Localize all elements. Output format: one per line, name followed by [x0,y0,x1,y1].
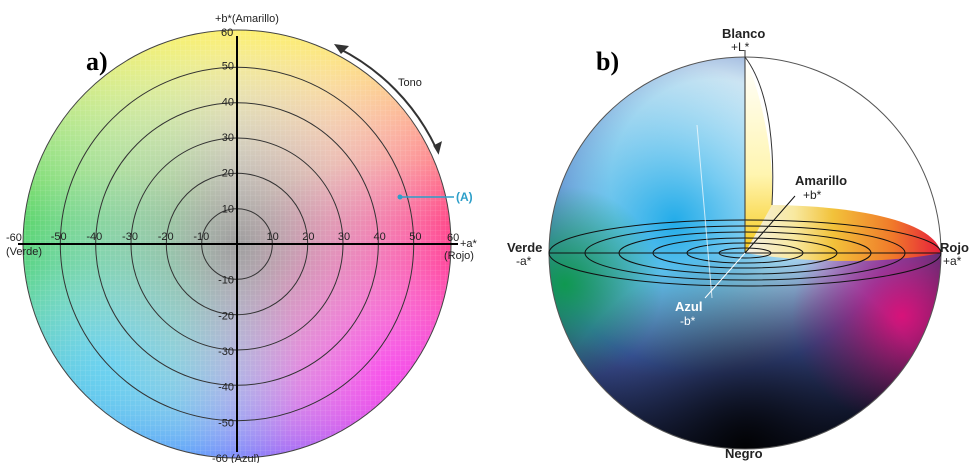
panel-b-lab-sphere: Blanco +L* Amarillo +b* Verde -a* Rojo +… [507,26,969,461]
point-a-marker [397,194,454,200]
axis-bottom-label: -60 (Azul) [212,453,260,463]
axis-top-label: +b*(Amarillo) [215,13,279,25]
yellow-wall [745,57,772,253]
neg-b-axis-label: -b* [680,314,696,328]
yellow-label: Amarillo [795,173,847,188]
cutaway-octant [745,57,941,253]
b-axis-ticks: 10 20 30 40 50 -10 -20 -30 -40 -50 [218,61,234,430]
hue-arrow [334,44,442,155]
a-tick-label: -40 [86,231,102,243]
black-label: Negro [725,446,763,461]
arrow-head-end [433,141,442,155]
meridian-line [696,124,713,299]
panel-a-letter: a) [86,47,108,76]
a-tick-label: 50 [409,231,421,243]
b-tick-label: 50 [222,61,234,73]
a-axis-ticks: -50 -40 -30 -20 -10 10 20 30 40 50 [51,231,422,243]
b-axis-b [744,195,796,254]
b-tick-label: 20 [222,168,234,180]
l-axis-label: +L* [731,40,750,54]
white-label: Blanco [722,26,765,41]
a-tick-label: 30 [338,231,350,243]
axis-right-name: (Rojo) [444,250,474,262]
red-label: Rojo [940,240,969,255]
axis-left-value: -60 [6,232,22,244]
hue-label: Tono [398,77,422,89]
neg-a-axis-label: -a* [516,254,532,268]
b-tick-label: -30 [218,346,234,358]
panel-b-letter: b) [596,47,619,76]
b-tick-label: -50 [218,417,234,429]
b-tick-label: -20 [218,310,234,322]
green-label: Verde [507,240,542,255]
axis-top-value: 60 [221,27,233,39]
a-tick-label: -30 [122,231,138,243]
a-tick-label: 40 [374,231,386,243]
b-tick-label: -10 [218,275,234,287]
point-a-label: (A) [456,190,473,204]
axis-right-value: 60 [447,232,459,244]
equator-slice [745,205,941,261]
a-tick-label: -10 [193,231,209,243]
b-tick-label: -40 [218,382,234,394]
arrow-head-start [334,44,349,54]
b-tick-label: 40 [222,96,234,108]
a-tick-label: -50 [51,231,67,243]
b-tick-label: 30 [222,132,234,144]
blue-label: Azul [675,299,702,314]
axis-left-name: (Verde) [6,246,42,258]
b-tick-label: 10 [222,203,234,215]
meridian-arc [744,56,774,206]
pos-a-axis-label: +a* [943,254,962,268]
a-tick-label: -20 [158,231,174,243]
a-tick-label: 20 [302,231,314,243]
axis-right-label: +a* [460,238,478,250]
a-tick-label: 10 [267,231,279,243]
panel-a-ab-plane: -50 -40 -30 -20 -10 10 20 30 40 50 1020304050-10-… [6,13,478,463]
pos-b-axis-label: +b* [803,188,822,202]
